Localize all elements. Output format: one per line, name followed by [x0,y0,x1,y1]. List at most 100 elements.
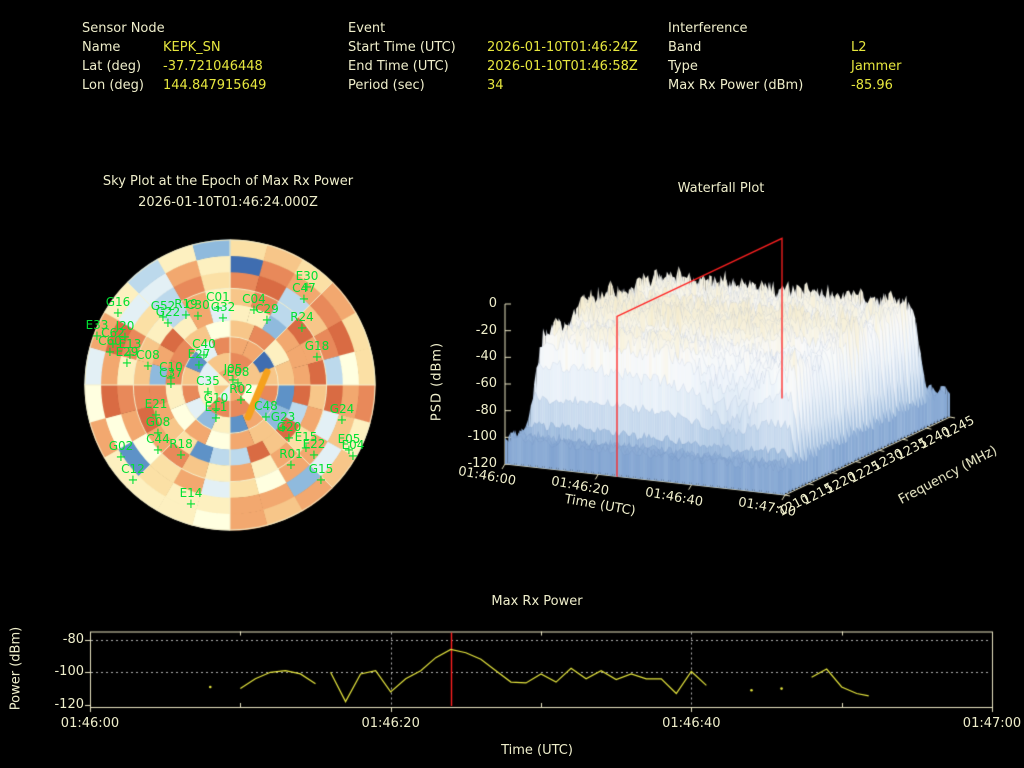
satellite-marker: + [185,497,197,512]
satellite-label-C35: C35 + [196,374,220,400]
satellite-label-R24: R24 + [290,310,314,336]
interference-type-label: Type [668,59,698,74]
waterfall-psd-tick-label: -80 [475,402,497,418]
time-tick-label: 01:46:20 [361,716,420,731]
satellite-marker: + [315,473,327,488]
event-end-value: 2026-01-10T01:46:58Z [487,59,638,74]
satellite-marker: + [308,448,320,463]
satellite-marker: + [311,350,323,365]
sensor-lat-label: Lat (deg) [82,59,142,74]
satellite-label-E21: E21 + [144,397,168,423]
satellite-marker: + [150,408,162,423]
satellite-label-G20: G20 + [276,420,302,446]
time-axis-title: Time (UTC) [501,743,573,758]
satellite-label-C04: C04 + [242,292,266,318]
time-tick-label: 01:46:40 [662,716,721,731]
satellite-label-E30: E30 + [295,269,319,295]
sensor-lat-row: Lat (deg) -37.721046448 [82,59,263,78]
interference-band-label: Band [668,40,702,55]
satellite-label-C29: C29 + [255,302,279,328]
interference-band-value: L2 [851,40,867,55]
satellite-marker: + [202,385,214,400]
satellite-marker: + [157,310,169,325]
satellite-marker: + [210,402,222,417]
satellite-marker: + [248,303,260,318]
event-period-label: Period (sec) [348,78,425,93]
power-tick-label: -80 [62,631,84,647]
satellite-marker: + [217,311,229,326]
satellite-label-G22: G22 + [155,305,181,331]
satellite-marker: + [298,292,310,307]
waterfall-time-tick-label: 01:46:20 [550,474,611,500]
satellite-marker: + [283,431,295,446]
satellite-label-G15: G15 + [308,462,334,488]
satellite-marker: + [336,413,348,428]
waterfall-time-tick-label: 01:46:40 [643,484,704,510]
satellite-label-C47: C47 + [292,281,316,307]
satellite-marker: + [142,359,154,374]
satellite-label-E04: E04 + [341,438,365,464]
interference-band-row: Band L2 [668,40,867,59]
satellite-label-G32: G32 + [210,300,236,326]
interference-section: Interference Band L2 Type Jammer Max Rx … [668,21,901,97]
satellite-label-G18: G18 + [304,339,330,365]
satellite-label-R19: R19 + [174,297,198,323]
satellite-label-R02: R02 + [229,382,253,408]
max-rx-power-plot [0,585,1024,768]
satellite-marker: + [119,330,131,345]
sensor-node-section: Sensor Node Name KEPK_SN Lat (deg) -37.7… [82,21,266,97]
power-tick-label: -120 [54,696,84,712]
sensor-node-section-title: Sensor Node [82,21,165,36]
satellite-marker: + [121,356,133,371]
satellite-marker: + [152,443,164,458]
event-period-value: 34 [487,78,504,93]
satellite-label-C12: C12 + [121,462,145,488]
satellite-marker: + [285,458,297,473]
satellite-label-C60: C60 + [98,334,122,360]
satellite-marker: + [347,449,359,464]
satellite-marker: + [127,473,139,488]
interference-power-value: -85.96 [851,78,893,93]
satellite-marker: + [198,348,210,363]
satellite-label-E11: E11 + [204,400,228,426]
event-end-label: End Time (UTC) [348,59,449,74]
satellite-label-E27: E27 + [187,347,211,373]
waterfall-psd-tick-label: -100 [467,429,497,445]
sensor-lat-value: -37.721046448 [163,59,263,74]
sky-plot-title-line2: 2026-01-10T01:46:24.000Z [138,195,318,210]
time-tick-label: 01:46:00 [60,716,120,731]
satellite-marker: + [193,358,205,373]
satellite-marker: + [112,306,124,321]
satellite-label-J20: J20 + [115,319,135,345]
sky-plot-title-line1: Sky Plot at the Epoch of Max Rx Power [102,174,354,189]
satellite-label-J05: J05 + [223,362,243,388]
satellite-label-G02: G02 + [108,439,134,465]
satellite-marker: + [232,376,244,391]
satellite-label-G52: G52 + [150,299,176,325]
sensor-lon-label: Lon (deg) [82,78,144,93]
satellite-marker: + [115,450,127,465]
satellite-marker: + [175,448,187,463]
satellite-label-C40: C40 + [192,337,216,363]
waterfall-plot-surface [420,165,1024,565]
satellite-marker: + [227,373,239,388]
time-tick-label: 01:47:00 [962,716,1022,731]
satellite-label-E05: E05 + [337,432,361,458]
satellite-label-E29: E29 + [115,345,139,371]
satellite-label-C48: C48 + [254,399,278,425]
sky-plot-heatmap [80,235,380,535]
satellite-marker: + [261,313,273,328]
waterfall-psd-tick-label: 0 [488,296,497,311]
satellite-marker: + [180,308,192,323]
satellite-label-E13: E13 + [118,337,142,363]
satellite-label-G23: G23 + [270,410,296,436]
satellite-label-E22: E22 + [302,437,326,463]
sky-plot-title: Sky Plot at the Epoch of Max Rx Power 20… [28,171,428,213]
waterfall-psd-tick-label: -60 [475,376,497,391]
satellite-label-R18: R18 + [169,437,193,463]
satellite-marker: + [192,309,204,324]
satellite-label-G10: G10 + [203,391,229,417]
satellite-label-G24: G24 + [329,402,355,428]
satellite-marker: + [300,441,312,456]
satellite-label-C44: C44 + [146,432,170,458]
